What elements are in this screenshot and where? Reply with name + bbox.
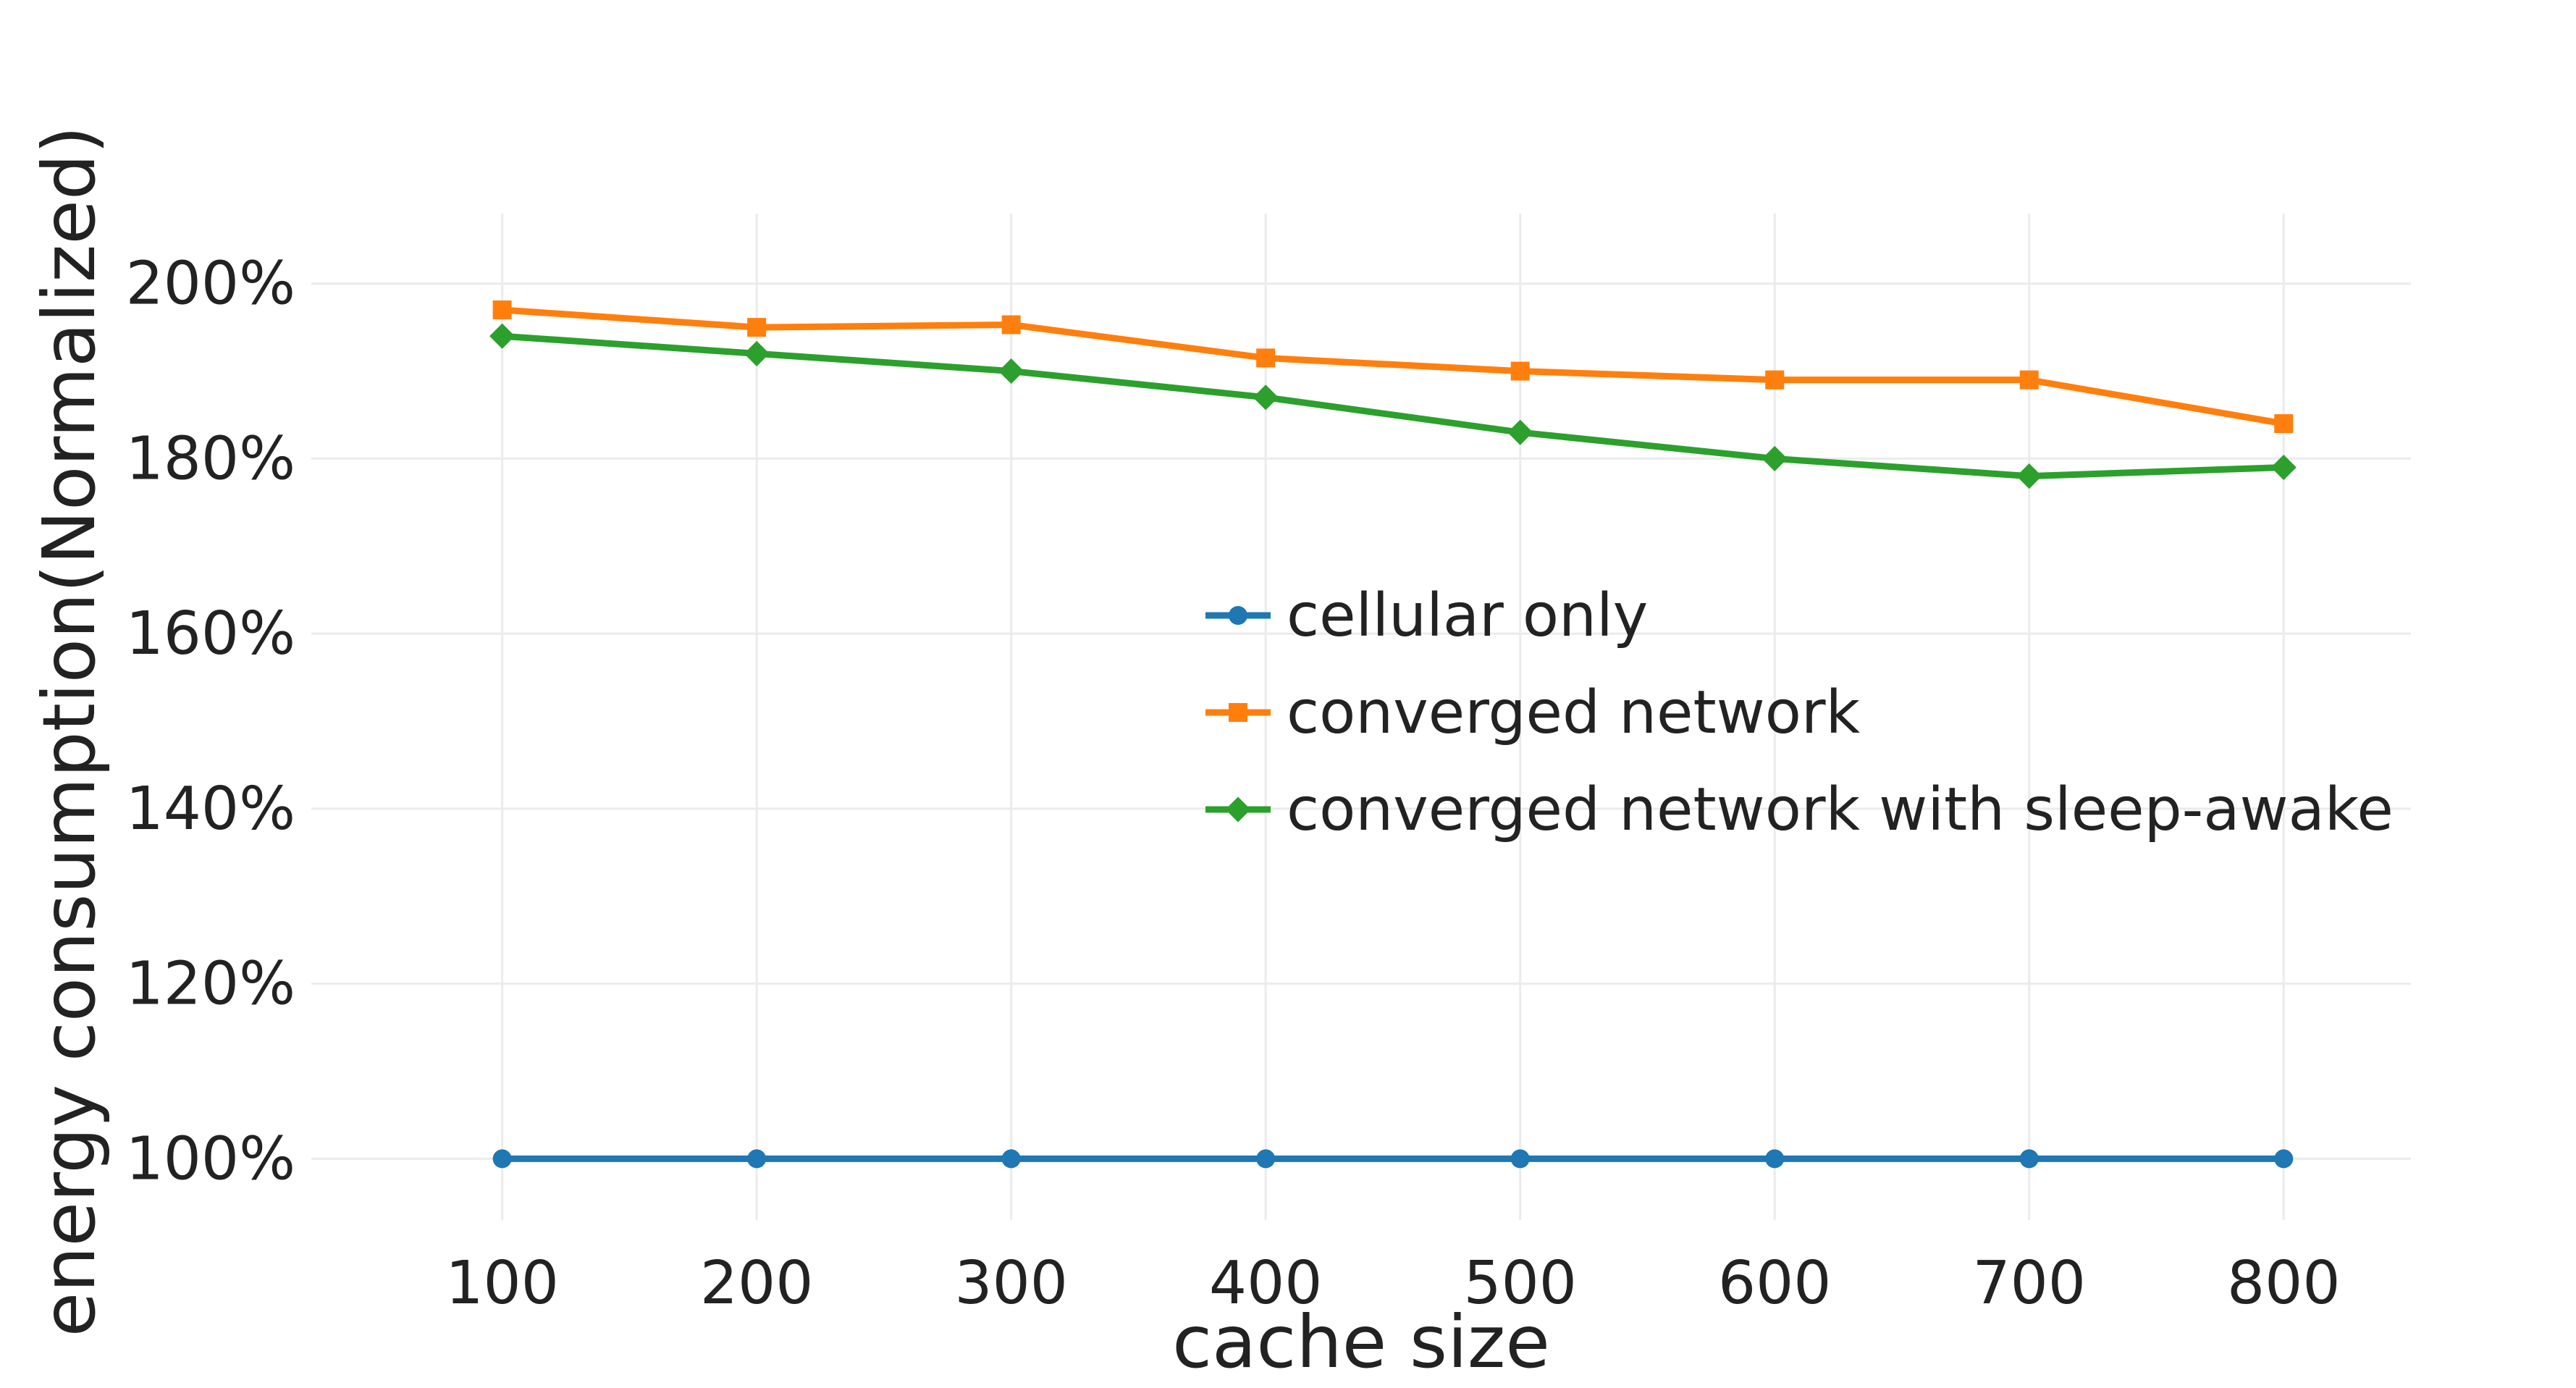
legend-label: cellular only [1287,581,1648,650]
data-point [747,1149,767,1169]
series-line [502,306,2285,427]
data-point [2019,370,2039,390]
data-point [489,323,515,349]
data-point [2019,1149,2039,1169]
data-point [1507,419,1533,445]
y-tick-labels: 100% 120% 140% 160% 180% 200% [126,250,295,1194]
data-point [492,1149,512,1169]
data-point [2016,463,2042,489]
data-point [744,340,770,366]
legend-item: converged network with sleep-awake [1205,775,2394,844]
y-axis-title: energy consumption(Normalized) [27,126,111,1337]
x-tick-label: 800 [2227,1249,2341,1318]
data-point [1001,1149,1021,1169]
x-tick-label: 200 [700,1249,814,1318]
series-line [502,332,2284,480]
y-tick-label: 120% [126,950,295,1019]
data-point [2270,454,2297,481]
data-point [1510,361,1530,381]
x-tick-label: 700 [1972,1249,2086,1318]
data-point [998,358,1024,384]
x-axis-title: cache size [1172,1300,1550,1384]
series-3 [489,323,2297,489]
x-tick-label: 400 [1209,1249,1323,1318]
y-tick-label: 140% [126,775,295,844]
y-tick-label: 200% [126,250,295,319]
series-2 [492,300,2294,434]
legend-swatch-marker [1229,606,1247,625]
legend-swatch-marker [1229,703,1247,722]
x-tick-label: 500 [1463,1249,1577,1318]
data-point [1253,384,1279,411]
x-tick-label: 300 [954,1249,1068,1318]
y-tick-label: 100% [126,1124,295,1193]
x-tick-label: 100 [445,1249,559,1318]
data-point [747,318,767,337]
data-point [2274,1149,2294,1169]
data-point [2274,414,2294,434]
x-tick-label: 600 [1718,1249,1832,1318]
data-point [492,300,512,319]
legend-item: cellular only [1205,581,1648,650]
legend-swatch-marker [1225,796,1251,823]
data-point [1256,1149,1276,1169]
y-tick-label: 160% [126,600,295,668]
data-point [1001,315,1021,335]
data-point [1765,1149,1785,1169]
x-tick-labels: 100 200 300 400 500 600 700 800 [445,1249,2340,1318]
data-point [1761,445,1788,471]
series-layer [489,300,2297,1169]
legend-label: converged network [1287,678,1861,747]
legend-item: converged network [1205,678,1861,747]
series-1 [492,1149,2294,1169]
data-point [1510,1149,1530,1169]
legend-label: converged network with sleep-awake [1287,775,2394,844]
y-tick-label: 180% [126,424,295,493]
legend: cellular only converged network converged … [1205,581,2394,844]
data-point [1256,348,1276,368]
data-point [1765,370,1785,390]
